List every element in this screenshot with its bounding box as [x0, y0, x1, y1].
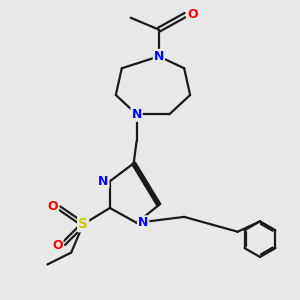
Text: N: N [98, 175, 109, 188]
Text: O: O [187, 8, 197, 21]
Text: O: O [47, 200, 58, 213]
Text: S: S [78, 217, 88, 231]
Text: O: O [52, 238, 63, 252]
Text: N: N [131, 108, 142, 121]
Text: N: N [138, 216, 148, 229]
Text: N: N [154, 50, 164, 63]
